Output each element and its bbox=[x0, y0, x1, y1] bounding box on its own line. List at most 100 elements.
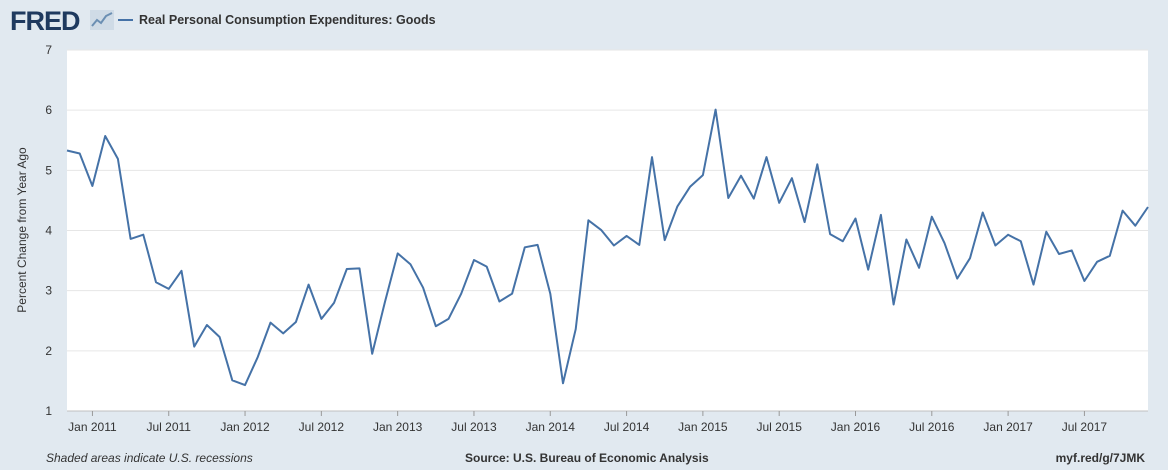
data-point[interactable] bbox=[280, 330, 286, 336]
data-point[interactable] bbox=[763, 154, 769, 160]
data-point[interactable] bbox=[967, 255, 973, 261]
data-point[interactable] bbox=[1005, 232, 1011, 238]
y-axis-label: Percent Change from Year Ago bbox=[15, 147, 29, 313]
data-point[interactable] bbox=[204, 322, 210, 328]
data-point[interactable] bbox=[229, 377, 235, 383]
data-point[interactable] bbox=[789, 175, 795, 181]
x-tick-label: Jan 2016 bbox=[831, 420, 881, 434]
data-point[interactable] bbox=[674, 203, 680, 209]
data-point[interactable] bbox=[573, 326, 579, 332]
data-point[interactable] bbox=[395, 250, 401, 256]
data-point[interactable] bbox=[293, 319, 299, 325]
data-point[interactable] bbox=[700, 172, 706, 178]
data-point[interactable] bbox=[166, 286, 172, 292]
data-point[interactable] bbox=[242, 382, 248, 388]
chart-line-icon bbox=[90, 10, 114, 30]
data-point[interactable] bbox=[687, 184, 693, 190]
data-point[interactable] bbox=[713, 107, 719, 113]
data-point[interactable] bbox=[878, 212, 884, 218]
data-point[interactable] bbox=[1132, 223, 1138, 229]
data-point[interactable] bbox=[433, 323, 439, 329]
data-point[interactable] bbox=[980, 209, 986, 215]
source-text: Source: U.S. Bureau of Economic Analysis bbox=[465, 451, 709, 465]
data-point[interactable] bbox=[852, 215, 858, 221]
data-point[interactable] bbox=[484, 264, 490, 270]
legend-item[interactable]: Real Personal Consumption Expenditures: … bbox=[118, 13, 436, 27]
data-point[interactable] bbox=[1081, 278, 1087, 284]
data-point[interactable] bbox=[357, 265, 363, 271]
data-point[interactable] bbox=[1043, 229, 1049, 235]
line-chart[interactable]: Jan 2011 Jul 2011 Jan 2012 Jul 2012 Jan 2013… bbox=[0, 0, 1168, 450]
x-tick-label: Jan 2017 bbox=[983, 420, 1033, 434]
data-point[interactable] bbox=[128, 236, 134, 242]
data-point[interactable] bbox=[585, 217, 591, 223]
data-point[interactable] bbox=[1056, 251, 1062, 257]
data-point[interactable] bbox=[738, 173, 744, 179]
data-point[interactable] bbox=[598, 227, 604, 233]
data-point[interactable] bbox=[153, 279, 159, 285]
data-point[interactable] bbox=[535, 242, 541, 248]
y-tick-label: 3 bbox=[45, 284, 52, 298]
data-point[interactable] bbox=[64, 147, 70, 153]
data-point[interactable] bbox=[446, 316, 452, 322]
data-point[interactable] bbox=[1145, 204, 1151, 210]
data-point[interactable] bbox=[522, 244, 528, 250]
data-point[interactable] bbox=[255, 354, 261, 360]
data-point[interactable] bbox=[662, 237, 668, 243]
data-point[interactable] bbox=[318, 316, 324, 322]
data-point[interactable] bbox=[751, 196, 757, 202]
data-point[interactable] bbox=[916, 265, 922, 271]
data-point[interactable] bbox=[840, 238, 846, 244]
data-point[interactable] bbox=[407, 261, 413, 267]
data-point[interactable] bbox=[1120, 208, 1126, 214]
data-point[interactable] bbox=[89, 183, 95, 189]
data-point[interactable] bbox=[942, 240, 948, 246]
data-point[interactable] bbox=[102, 133, 108, 139]
data-point[interactable] bbox=[140, 232, 146, 238]
data-point[interactable] bbox=[802, 219, 808, 225]
data-point[interactable] bbox=[1031, 282, 1037, 288]
data-point[interactable] bbox=[624, 233, 630, 239]
data-point[interactable] bbox=[865, 267, 871, 273]
y-tick-label: 4 bbox=[45, 224, 52, 238]
data-point[interactable] bbox=[1094, 259, 1100, 265]
data-point[interactable] bbox=[217, 334, 223, 340]
data-point[interactable] bbox=[369, 351, 375, 357]
data-point[interactable] bbox=[115, 156, 121, 162]
data-point[interactable] bbox=[814, 161, 820, 167]
data-point[interactable] bbox=[992, 243, 998, 249]
data-point[interactable] bbox=[929, 214, 935, 220]
data-point[interactable] bbox=[776, 200, 782, 206]
data-point[interactable] bbox=[636, 242, 642, 248]
data-point[interactable] bbox=[267, 320, 273, 326]
data-point[interactable] bbox=[306, 282, 312, 288]
data-point[interactable] bbox=[458, 291, 464, 297]
data-point[interactable] bbox=[1107, 253, 1113, 259]
data-point[interactable] bbox=[547, 291, 553, 297]
y-tick-label: 6 bbox=[45, 103, 52, 117]
data-point[interactable] bbox=[344, 266, 350, 272]
data-point[interactable] bbox=[191, 344, 197, 350]
data-point[interactable] bbox=[496, 298, 502, 304]
data-point[interactable] bbox=[725, 195, 731, 201]
series-line[interactable] bbox=[66, 108, 1149, 387]
data-point[interactable] bbox=[420, 285, 426, 291]
data-point[interactable] bbox=[382, 299, 388, 305]
data-point[interactable] bbox=[1018, 238, 1024, 244]
data-point[interactable] bbox=[827, 231, 833, 237]
data-point[interactable] bbox=[178, 268, 184, 274]
data-point[interactable] bbox=[903, 237, 909, 243]
data-point[interactable] bbox=[649, 154, 655, 160]
data-point[interactable] bbox=[509, 291, 515, 297]
short-url[interactable]: myf.red/g/7JMK bbox=[1055, 451, 1145, 465]
data-point[interactable] bbox=[471, 257, 477, 263]
data-point[interactable] bbox=[1069, 247, 1075, 253]
data-point[interactable] bbox=[891, 302, 897, 308]
data-point[interactable] bbox=[331, 300, 337, 306]
data-point[interactable] bbox=[954, 276, 960, 282]
data-point[interactable] bbox=[611, 243, 617, 249]
data-point[interactable] bbox=[560, 380, 566, 386]
data-point[interactable] bbox=[77, 150, 83, 156]
recession-note: Shaded areas indicate U.S. recessions bbox=[46, 451, 253, 465]
fred-logo[interactable]: FRED bbox=[10, 6, 80, 36]
